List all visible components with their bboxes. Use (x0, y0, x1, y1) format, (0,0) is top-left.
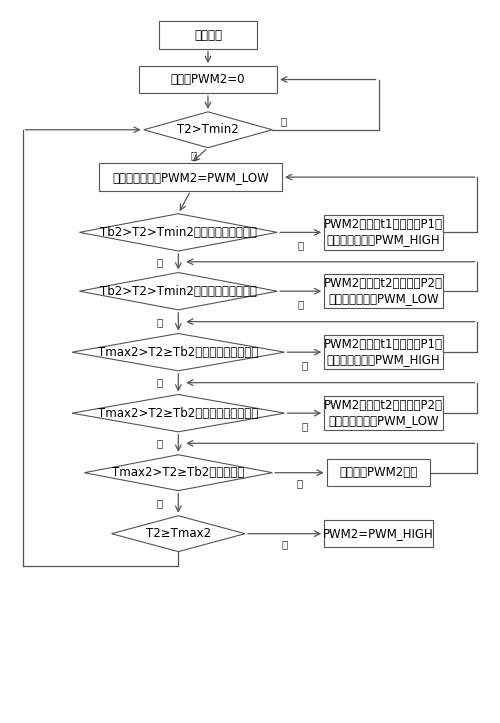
FancyBboxPatch shape (138, 66, 277, 93)
Text: PWM2=PWM_HIGH: PWM2=PWM_HIGH (323, 527, 434, 540)
Text: PWM2以周期t2和递减量P2的
速度降低，直至PWM_LOW: PWM2以周期t2和递减量P2的 速度降低，直至PWM_LOW (324, 277, 443, 305)
Text: Tmax2>T2≥Tb2，且温度呈下降趋势: Tmax2>T2≥Tb2，且温度呈下降趋势 (98, 406, 258, 419)
Text: 是: 是 (190, 150, 196, 161)
Polygon shape (80, 273, 277, 310)
Text: 是: 是 (296, 479, 302, 489)
FancyBboxPatch shape (158, 22, 258, 48)
FancyBboxPatch shape (326, 459, 430, 487)
Text: 进入循环模式，PWM2=PWM_LOW: 进入循环模式，PWM2=PWM_LOW (112, 171, 269, 184)
Polygon shape (80, 214, 277, 251)
Text: PWM2以周期t2和递减量P2的
速度降低，直至PWM_LOW: PWM2以周期t2和递减量P2的 速度降低，直至PWM_LOW (324, 399, 443, 427)
FancyBboxPatch shape (324, 520, 433, 547)
Text: 否: 否 (156, 377, 162, 388)
Text: Tmax2>T2≥Tb2，温度不变: Tmax2>T2≥Tb2，温度不变 (112, 466, 244, 479)
Text: 是: 是 (282, 539, 288, 549)
Text: 是: 是 (302, 360, 308, 370)
Polygon shape (72, 395, 284, 432)
Text: 是: 是 (298, 240, 304, 250)
Text: 是: 是 (302, 421, 308, 431)
Text: Tmax2>T2≥Tb2，且温度呈上升趋势: Tmax2>T2≥Tb2，且温度呈上升趋势 (98, 346, 258, 359)
Text: T2≥Tmax2: T2≥Tmax2 (146, 527, 211, 540)
Text: 初始化PWM2=0: 初始化PWM2=0 (170, 73, 245, 86)
Text: 否: 否 (156, 257, 162, 267)
Text: T2>Tmin2: T2>Tmin2 (177, 123, 239, 136)
Polygon shape (84, 455, 272, 491)
Polygon shape (72, 333, 284, 371)
Text: 是: 是 (298, 299, 304, 309)
Text: 维持当前PWM2不变: 维持当前PWM2不变 (340, 466, 417, 479)
FancyBboxPatch shape (324, 274, 443, 309)
Text: Tb2>T2>Tmin2，且温度下降或不变: Tb2>T2>Tmin2，且温度下降或不变 (100, 285, 256, 298)
Text: 否: 否 (156, 438, 162, 448)
Text: 工作模式: 工作模式 (194, 29, 222, 41)
Text: 否: 否 (156, 498, 162, 508)
FancyBboxPatch shape (324, 335, 443, 369)
Text: 否: 否 (156, 317, 162, 327)
Polygon shape (144, 112, 272, 147)
FancyBboxPatch shape (324, 396, 443, 430)
Text: PWM2以周期t1和递增量P1的
速度升高，直至PWM_HIGH: PWM2以周期t1和递增量P1的 速度升高，直至PWM_HIGH (324, 218, 443, 247)
Text: 否: 否 (280, 116, 286, 126)
Text: Tb2>T2>Tmin2，且温度呈上升趋势: Tb2>T2>Tmin2，且温度呈上升趋势 (100, 226, 256, 239)
Text: PWM2以周期t1和递增量P1的
速度升高，直至PWM_HIGH: PWM2以周期t1和递增量P1的 速度升高，直至PWM_HIGH (324, 338, 443, 366)
FancyBboxPatch shape (324, 215, 443, 249)
FancyBboxPatch shape (99, 163, 282, 191)
Polygon shape (112, 515, 245, 552)
